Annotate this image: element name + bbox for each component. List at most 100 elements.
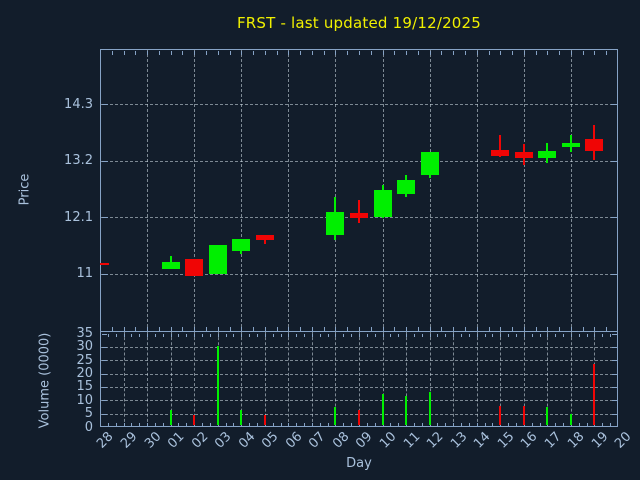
volume-bottom-tick xyxy=(131,422,133,426)
volume-top-tick xyxy=(374,333,376,337)
volume-bar xyxy=(358,410,360,426)
volume-top-tick xyxy=(351,333,353,337)
volume-bar xyxy=(193,414,196,426)
x-tick-label: 05 xyxy=(259,429,282,452)
volume-top-tick xyxy=(382,333,384,337)
price-bottom-tick xyxy=(570,326,572,331)
price-bottom-tick xyxy=(170,326,172,331)
price-bottom-tick xyxy=(253,326,255,331)
x-tick-label: 14 xyxy=(471,429,494,452)
volume-bottom-tick xyxy=(327,422,329,426)
price-bottom-tick xyxy=(241,326,243,331)
volume-bottom-tick xyxy=(296,422,298,426)
price-top-tick xyxy=(417,50,419,55)
volume-bottom-tick xyxy=(343,422,345,426)
price-top-tick xyxy=(500,50,502,55)
volume-bar xyxy=(216,346,219,426)
candle-body xyxy=(100,262,109,265)
volume-bottom-tick xyxy=(311,422,313,426)
volume-bottom-tick xyxy=(249,422,251,426)
volume-top-tick xyxy=(492,333,494,337)
price-right-tick xyxy=(610,104,617,106)
price-bottom-tick xyxy=(370,326,372,331)
volume-bottom-tick xyxy=(610,422,612,426)
volume-bottom-tick xyxy=(147,422,149,426)
candle-body xyxy=(326,211,345,236)
volume-bottom-tick xyxy=(453,422,455,426)
x-tick-label: 01 xyxy=(165,429,188,452)
volume-left-tick xyxy=(101,360,107,362)
price-tick-label: 12.1 xyxy=(64,209,93,225)
volume-tick-label: 5 xyxy=(84,406,93,422)
price-bottom-tick xyxy=(464,326,466,331)
price-gridline-horizontal xyxy=(100,160,618,162)
volume-top-tick xyxy=(343,333,345,337)
candle-body xyxy=(538,151,557,159)
volume-bottom-tick xyxy=(390,422,392,426)
volume-bar xyxy=(334,406,337,426)
volume-bottom-tick xyxy=(492,422,494,426)
volume-top-tick xyxy=(602,333,604,337)
volume-right-tick xyxy=(611,400,617,402)
volume-top-tick xyxy=(468,333,470,337)
price-top-tick xyxy=(300,50,302,55)
price-bottom-tick xyxy=(523,326,525,331)
volume-bottom-tick xyxy=(319,422,321,426)
volume-top-tick xyxy=(429,333,431,337)
volume-top-tick xyxy=(500,333,502,337)
volume-gridline-vertical xyxy=(382,332,384,427)
x-tick-label: 07 xyxy=(306,429,329,452)
price-top-tick xyxy=(394,50,396,55)
volume-top-tick xyxy=(413,333,415,337)
price-top-tick xyxy=(429,50,431,55)
volume-bottom-tick xyxy=(288,422,290,426)
volume-gridline-vertical xyxy=(170,332,172,427)
volume-bottom-tick xyxy=(374,422,376,426)
volume-gridline-vertical xyxy=(453,332,455,427)
price-tick-label: 14.3 xyxy=(64,96,93,112)
price-bottom-tick xyxy=(535,326,537,331)
volume-top-tick xyxy=(594,333,596,337)
volume-top-tick xyxy=(202,333,204,337)
volume-top-tick xyxy=(178,333,180,337)
volume-tick-label: 20 xyxy=(76,366,93,382)
volume-top-tick xyxy=(217,333,219,337)
price-top-tick xyxy=(606,50,608,55)
volume-right-tick xyxy=(611,346,617,348)
volume-top-tick xyxy=(578,333,580,337)
price-top-tick xyxy=(570,50,572,55)
candle-body xyxy=(350,213,368,219)
volume-bar xyxy=(263,414,266,426)
price-top-tick xyxy=(523,50,525,55)
price-top-tick xyxy=(335,50,337,55)
volume-top-tick xyxy=(131,333,133,337)
price-bottom-tick xyxy=(288,326,290,331)
price-bottom-tick xyxy=(441,326,443,331)
x-tick-label: 29 xyxy=(118,429,141,452)
price-gridline-vertical xyxy=(335,49,337,332)
candle-wick xyxy=(358,199,360,224)
volume-bottom-tick xyxy=(186,422,188,426)
x-tick-label: 04 xyxy=(235,429,259,452)
price-bottom-tick xyxy=(382,326,384,331)
volume-top-tick xyxy=(186,333,188,337)
volume-top-tick xyxy=(531,333,533,337)
volume-top-tick xyxy=(194,333,196,337)
price-top-tick xyxy=(111,50,113,55)
volume-bottom-tick xyxy=(107,422,109,426)
x-tick-label: 09 xyxy=(353,429,376,452)
volume-bottom-tick xyxy=(445,422,447,426)
price-bottom-tick xyxy=(111,326,113,331)
price-top-tick xyxy=(276,50,278,55)
price-bottom-tick xyxy=(606,326,608,331)
price-tick-label: 11 xyxy=(76,266,93,282)
volume-top-tick xyxy=(476,333,478,337)
volume-bottom-tick xyxy=(115,422,117,426)
price-top-tick xyxy=(264,50,266,55)
price-top-tick xyxy=(453,50,455,55)
chart-title: FRST - last updated 19/12/2025 xyxy=(236,14,482,32)
price-top-tick xyxy=(311,50,313,55)
volume-top-tick xyxy=(390,333,392,337)
volume-gridline-vertical xyxy=(547,332,549,427)
price-plot-clip xyxy=(100,49,618,332)
